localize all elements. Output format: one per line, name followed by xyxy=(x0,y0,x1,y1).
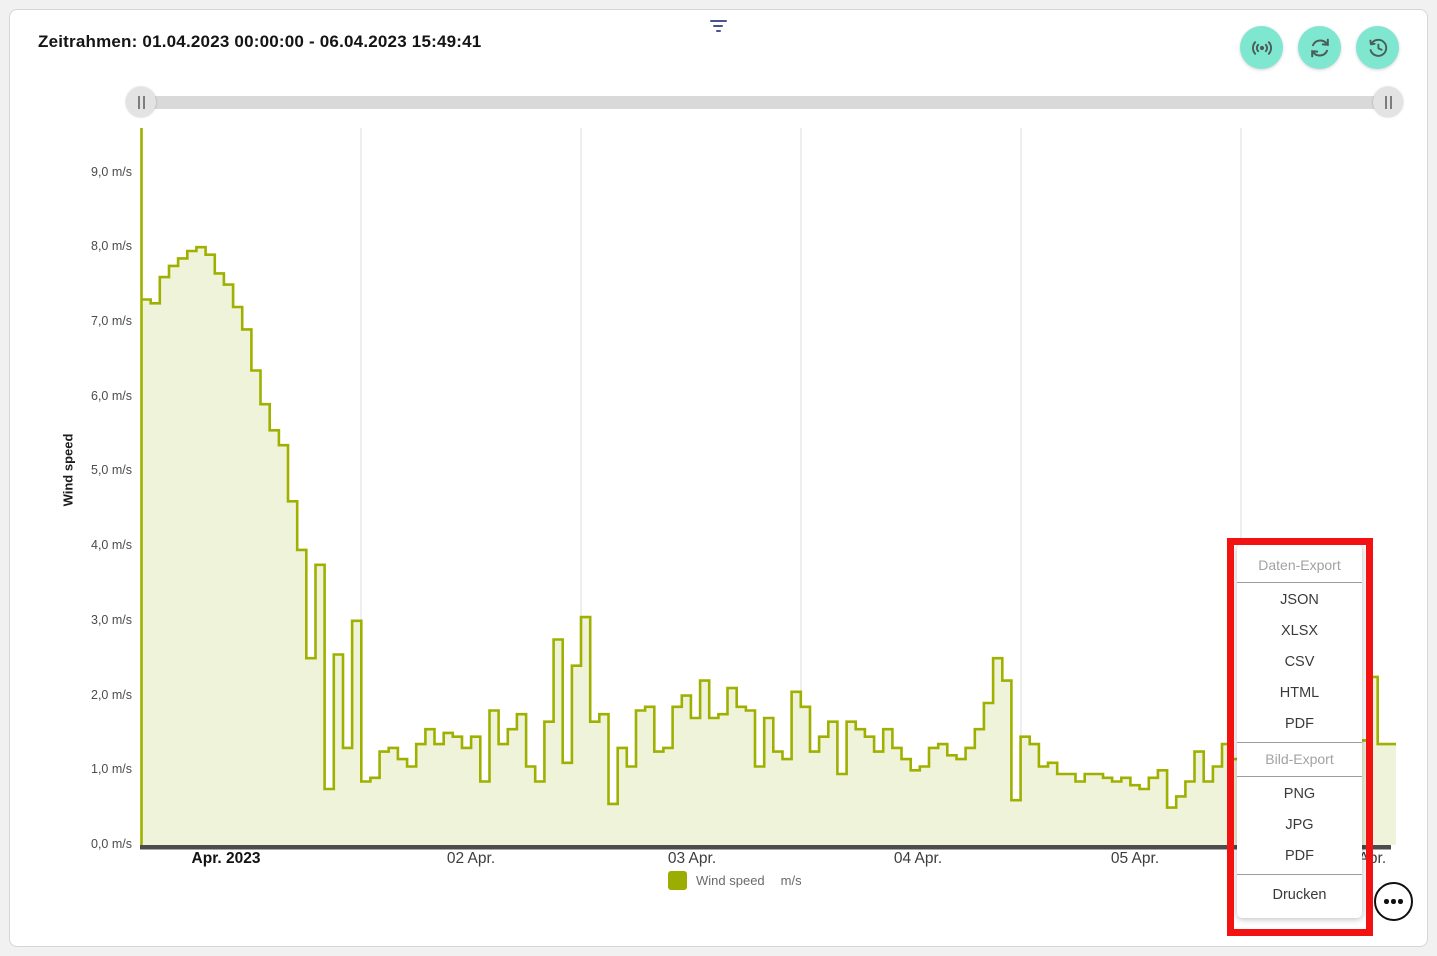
menu-separator xyxy=(1237,874,1362,875)
export-option-pdf[interactable]: PDF xyxy=(1285,848,1314,864)
menu-separator xyxy=(1237,776,1362,777)
x-tick-label: Apr. 2023 xyxy=(191,850,261,867)
timeframe-title: Zeitrahmen: 01.04.2023 00:00:00 - 06.04.… xyxy=(38,32,482,51)
export-menu: Daten-Export JSON XLSX CSV HTML PDF Bild-Expor… xyxy=(1237,544,1362,918)
menu-section-header: Bild-Export xyxy=(1265,751,1334,767)
chart-legend: Wind speed m/s xyxy=(668,871,802,890)
y-tick-label: 2,0 m/s xyxy=(91,687,132,702)
filter-icon[interactable] xyxy=(700,13,736,39)
more-options-button[interactable] xyxy=(1374,882,1413,921)
y-tick-label: 4,0 m/s xyxy=(91,538,132,553)
slider-handle-start[interactable] xyxy=(126,87,156,117)
menu-separator xyxy=(1237,742,1362,743)
series-line xyxy=(141,245,1396,809)
y-tick-label: 7,0 m/s xyxy=(91,313,132,328)
main-panel: Zeitrahmen: 01.04.2023 00:00:00 - 06.04.… xyxy=(9,9,1428,947)
print-option[interactable]: Drucken xyxy=(1272,887,1327,903)
export-option-xlsx[interactable]: XLSX xyxy=(1280,623,1319,639)
time-range-slider-track[interactable] xyxy=(146,96,1384,109)
export-option-csv[interactable]: CSV xyxy=(1284,654,1315,670)
history-icon xyxy=(1365,35,1391,61)
x-tick-label: 05 Apr. xyxy=(1110,850,1160,867)
legend-unit: m/s xyxy=(780,873,802,888)
slider-handle-end[interactable] xyxy=(1373,87,1403,117)
wind-speed-chart xyxy=(140,128,1396,850)
toolbar xyxy=(1240,26,1399,69)
legend-swatch xyxy=(668,871,687,890)
y-tick-label: 8,0 m/s xyxy=(91,239,132,254)
history-button[interactable] xyxy=(1356,26,1399,69)
refresh-icon xyxy=(1307,35,1333,61)
live-data-button[interactable] xyxy=(1240,26,1283,69)
x-tick-label: 03 Apr. xyxy=(667,850,717,867)
export-option-jpg[interactable]: JPG xyxy=(1285,817,1314,833)
x-axis-line xyxy=(140,845,1391,850)
legend-label: Wind speed xyxy=(696,873,765,888)
x-tick-label: 04 Apr. xyxy=(893,850,943,867)
export-option-png[interactable]: PNG xyxy=(1283,786,1316,802)
ellipsis-icon xyxy=(1384,899,1403,904)
y-tick-label: 9,0 m/s xyxy=(91,164,132,179)
y-tick-label: 6,0 m/s xyxy=(91,388,132,403)
export-option-json[interactable]: JSON xyxy=(1280,592,1319,608)
y-tick-label: 3,0 m/s xyxy=(91,612,132,627)
y-tick-label: 0,0 m/s xyxy=(91,837,132,851)
menu-separator xyxy=(1237,582,1362,583)
broadcast-icon xyxy=(1249,35,1275,61)
y-axis-title: Wind speed xyxy=(60,433,76,507)
series-fill xyxy=(141,247,1396,845)
y-tick-label: 5,0 m/s xyxy=(91,463,132,478)
x-tick-label: 02 Apr. xyxy=(446,850,496,867)
y-tick-label: 1,0 m/s xyxy=(91,762,132,777)
menu-section-header: Daten-Export xyxy=(1258,557,1341,573)
export-option-pdf[interactable]: PDF xyxy=(1285,716,1314,732)
refresh-button[interactable] xyxy=(1298,26,1341,69)
export-option-html[interactable]: HTML xyxy=(1279,685,1320,701)
